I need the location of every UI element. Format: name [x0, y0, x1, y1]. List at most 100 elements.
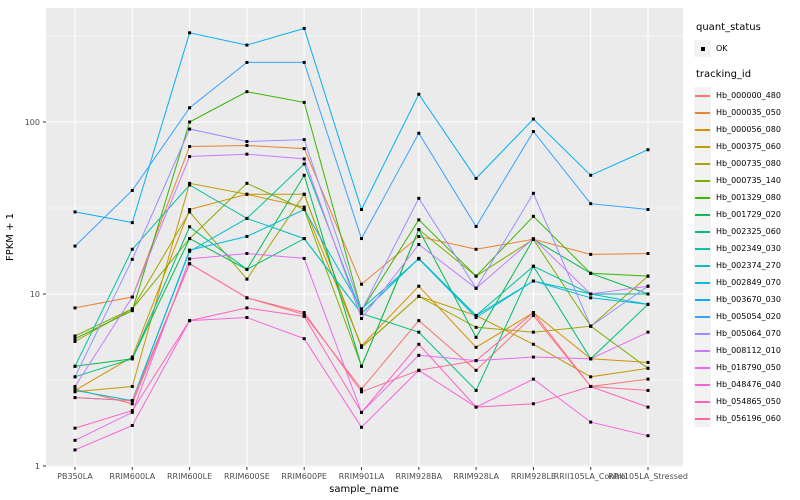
data-point [245, 140, 249, 144]
x-tick-label: RRIM928LA [453, 472, 499, 481]
series-color-line-icon [695, 299, 710, 301]
legend-key-swatch [694, 308, 711, 325]
tracking-legend-list: Hb_000000_480 Hb_000035_050 Hb_000056_080 H… [694, 87, 800, 427]
data-point [188, 31, 192, 35]
data-point [245, 43, 249, 47]
data-point [188, 210, 192, 214]
data-point [302, 173, 306, 177]
data-point [589, 252, 593, 256]
legend-label: Hb_002849_070 [716, 278, 781, 287]
legend-item: Hb_002349_030 [694, 240, 800, 257]
data-point [646, 284, 650, 288]
data-point [646, 434, 650, 438]
data-point [646, 148, 650, 152]
x-tick-label: RRIM928BA [395, 472, 442, 481]
legend-key-swatch [694, 325, 711, 342]
legend-item: Hb_000735_140 [694, 172, 800, 189]
data-point [589, 375, 593, 379]
legend-key-swatch [694, 223, 711, 240]
series-color-line-icon [695, 316, 710, 318]
data-point [302, 60, 306, 64]
series-color-line-icon [695, 265, 710, 267]
data-point [130, 423, 134, 427]
y-axis-title: FPKM + 1 [5, 213, 16, 261]
data-point [589, 296, 593, 300]
legend-key-swatch [694, 240, 711, 257]
legend-label: Hb_002374_270 [716, 261, 781, 270]
legend-label: Hb_002349_030 [716, 244, 781, 253]
data-point [73, 337, 77, 341]
y-tick-label: 100 [25, 118, 40, 127]
legend-label: Hb_002325_060 [716, 227, 781, 236]
data-point [188, 145, 192, 149]
data-point [302, 26, 306, 30]
data-point [73, 210, 77, 214]
data-point [474, 405, 478, 409]
data-point [302, 311, 306, 315]
data-point [417, 342, 421, 346]
legend-key-swatch [694, 257, 711, 274]
legend-key-swatch [694, 87, 711, 104]
data-point [302, 205, 306, 209]
legend-label: Hb_018790_050 [716, 363, 781, 372]
data-point [417, 234, 421, 238]
data-point [188, 155, 192, 159]
legend-key-swatch [694, 376, 711, 393]
legend-label: Hb_056196_060 [716, 414, 781, 423]
series-color-line-icon [695, 163, 710, 165]
legend-key-swatch [694, 121, 711, 138]
series-color-line-icon [695, 197, 710, 199]
data-point [73, 306, 77, 310]
legend-label: Hb_054865_050 [716, 397, 781, 406]
data-point [531, 342, 535, 346]
series-color-line-icon [695, 401, 710, 403]
data-point [531, 355, 535, 359]
data-point [417, 218, 421, 222]
legend-label: OK [716, 44, 728, 53]
data-point [646, 388, 650, 392]
data-point [302, 256, 306, 260]
series-color-line-icon [695, 112, 710, 114]
data-point [245, 306, 249, 310]
data-point [531, 237, 535, 241]
data-point [417, 319, 421, 323]
legend-label: Hb_000735_080 [716, 159, 781, 168]
x-tick-label: RRIM901LA [339, 472, 385, 481]
data-point [474, 325, 478, 329]
data-point [360, 390, 363, 394]
data-point [417, 131, 421, 135]
data-point [73, 426, 77, 430]
data-point [130, 402, 134, 406]
data-point [474, 313, 478, 317]
series-color-line-icon [695, 231, 710, 233]
data-point [245, 192, 249, 196]
data-point [360, 312, 363, 316]
legend-label: Hb_008112_010 [716, 346, 781, 355]
data-point [474, 388, 478, 392]
data-point [531, 377, 535, 381]
legend-key-swatch [694, 274, 711, 291]
data-point [188, 183, 192, 187]
data-point [302, 337, 306, 341]
data-point [245, 90, 249, 94]
data-point [474, 176, 478, 180]
data-point [188, 106, 192, 110]
data-point [302, 313, 306, 317]
data-point [646, 207, 650, 211]
legend-key-ok [694, 40, 711, 57]
legend-item: Hb_008112_010 [694, 342, 800, 359]
x-tick-label: RRIM600LA [109, 472, 155, 481]
data-point [130, 309, 134, 313]
data-point [130, 257, 134, 261]
data-point [417, 196, 421, 200]
data-point [130, 307, 134, 311]
data-point [646, 330, 650, 334]
data-point [589, 384, 593, 388]
data-point [302, 100, 306, 104]
legend-label: Hb_000056_080 [716, 125, 781, 134]
data-point [130, 409, 134, 413]
data-point [589, 324, 593, 328]
data-point [245, 296, 249, 300]
data-point [245, 181, 249, 185]
